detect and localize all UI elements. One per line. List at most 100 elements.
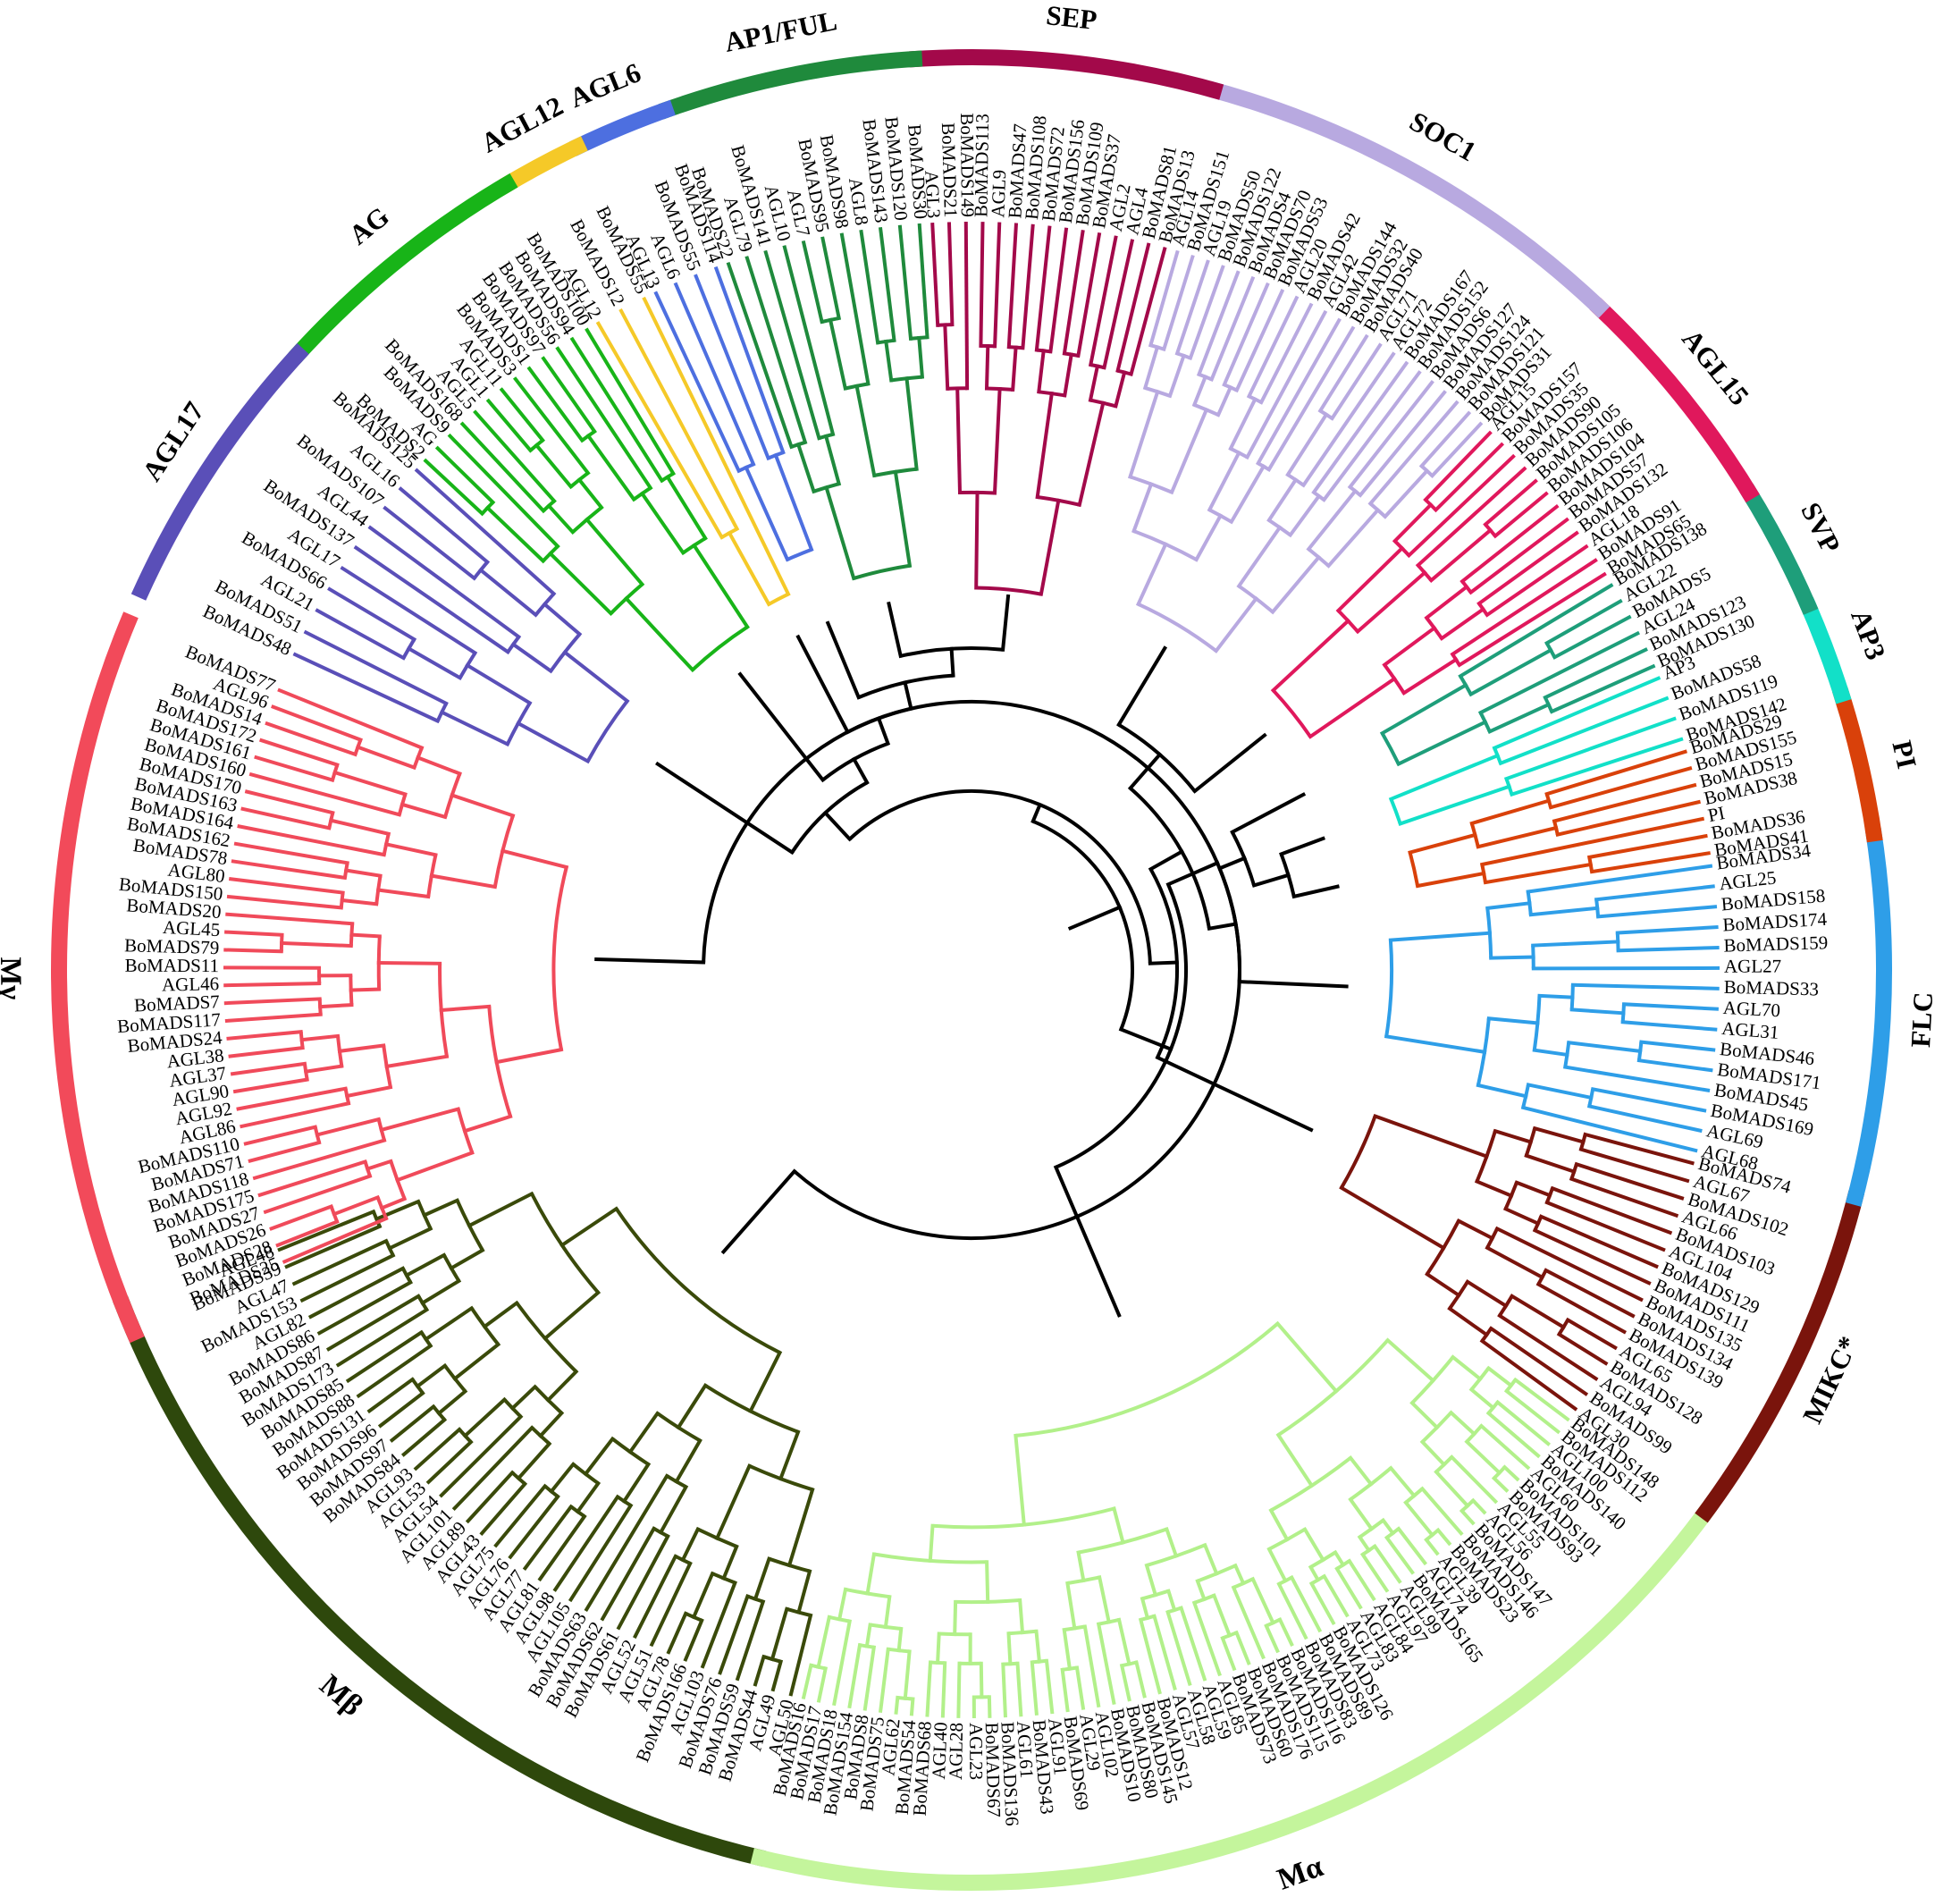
clade-Mb-branch xyxy=(335,1307,430,1368)
clade-SOC1-branch xyxy=(1196,270,1241,377)
clade-MIKC-branch xyxy=(1583,1132,1695,1166)
clade-PI-branch xyxy=(1548,766,1693,810)
clade-Ma-branch xyxy=(1165,1609,1192,1686)
clade-SOC1-branch xyxy=(1329,342,1383,421)
clade-Mg-branch xyxy=(271,704,363,743)
clade-Ma-branch xyxy=(1062,1627,1073,1671)
clade-AG-branch xyxy=(691,543,750,630)
clade-Ma-branch xyxy=(1044,1658,1055,1715)
clade-AG-branch xyxy=(585,327,677,476)
clade-Ma-branch xyxy=(1384,1535,1415,1575)
clade-MIKC-branch xyxy=(1493,1128,1534,1145)
clade-Ma-branch xyxy=(1512,1377,1570,1422)
clade-Mb-branch xyxy=(419,1278,462,1306)
clade-Ma-branch xyxy=(896,1626,904,1653)
backbone-branch xyxy=(737,671,826,783)
clade-AGL15-branch xyxy=(1382,625,1437,668)
clade-Ma-branch xyxy=(1450,1354,1483,1382)
backbone-branch xyxy=(720,1168,797,1255)
clade-AGL17-branch xyxy=(315,608,407,661)
clade-Mg-branch xyxy=(228,876,345,895)
clade-AP3-branch xyxy=(1509,737,1684,797)
clade-SOC1-branch xyxy=(1367,400,1459,507)
clade-Ma-branch xyxy=(1502,1464,1520,1482)
group-label-SOC1: SOC1 xyxy=(1404,105,1481,167)
clade-Ma-branch xyxy=(979,1661,984,1699)
clade-MIKC-node-arc xyxy=(1340,1115,1377,1189)
clade-SEP-branch xyxy=(1113,370,1127,409)
group-ring-AGL17 xyxy=(130,342,309,601)
clade-Mg-branch xyxy=(233,841,349,865)
clade-Mg-branch xyxy=(340,898,379,906)
clade-AP1_FUL-branch xyxy=(897,224,913,341)
clade-Ma-branch xyxy=(1015,1661,1023,1717)
clade-SEP-branch xyxy=(946,222,955,327)
clade-SVP-branch xyxy=(1549,663,1656,714)
clade-Mb-branch xyxy=(404,1252,447,1278)
clade-AG-branch xyxy=(512,376,591,476)
clade-SOC1-branch xyxy=(1347,379,1434,490)
clade-FLC-branch xyxy=(1526,864,1713,894)
clade-SEP-branch xyxy=(1037,349,1046,394)
clade-Ma-branch xyxy=(1006,1631,1013,1666)
clade-FLC-branch xyxy=(1563,1065,1711,1092)
clade-FLC-branch xyxy=(1489,955,1535,960)
clade-Ma-branch xyxy=(1202,1542,1219,1576)
clade-Mg-branch xyxy=(228,1045,305,1058)
clade-Mb-branch xyxy=(753,1654,766,1687)
clade-Ma-branch xyxy=(1076,1550,1086,1583)
clade-Mg-branch xyxy=(223,948,283,954)
group-ring-Ma xyxy=(750,1503,1716,1891)
clade-AGL15-branch xyxy=(1439,606,1486,641)
clade-PI-branch xyxy=(1479,816,1705,867)
clade-Mg-branch xyxy=(257,1159,368,1198)
clade-Mg-branch xyxy=(224,1012,323,1024)
clade-SOC1-branch xyxy=(1311,360,1409,495)
clade-AGL6-branch xyxy=(744,465,790,562)
clade-Mb-branch xyxy=(422,1198,460,1218)
clade-AP1_FUL-branch xyxy=(893,469,913,569)
leaf-label: BoMADS7 xyxy=(134,991,221,1016)
clade-Ma-branch xyxy=(883,1594,892,1630)
clade-Mb-branch xyxy=(676,1383,708,1430)
clade-Mg-branch xyxy=(230,1061,307,1076)
clade-SEP-branch xyxy=(1039,498,1061,596)
clade-Mg-branch xyxy=(332,1194,381,1217)
backbone-branch xyxy=(1207,922,1238,932)
clade-Ma-branch xyxy=(1494,1399,1552,1446)
clade-AG-branch xyxy=(485,398,534,453)
clade-FLC-branch xyxy=(1531,940,1620,948)
clade-Ma-branch xyxy=(1034,1629,1042,1664)
clade-AGL15-branch xyxy=(1415,466,1527,569)
clade-Mg-branch xyxy=(332,770,408,797)
clade-FLC-branch xyxy=(1615,924,1719,935)
clade-Ma-branch xyxy=(1384,1337,1436,1384)
clade-Ma-branch xyxy=(1485,1410,1541,1459)
clade-Mb-branch xyxy=(493,1483,548,1548)
clade-MIKC-branch xyxy=(1447,1306,1490,1337)
clade-Mg-branch xyxy=(349,932,382,939)
clade-AP3-branch xyxy=(1503,716,1677,781)
clade-AGL17-branch xyxy=(398,486,491,565)
clade-Mb-branch xyxy=(735,1599,766,1682)
clade-Mb-branch xyxy=(583,1436,616,1477)
clade-AGL12-branch xyxy=(618,308,740,532)
clade-SEP-branch xyxy=(963,221,970,391)
clade-Ma-branch xyxy=(1266,1547,1288,1583)
clade-Ma-branch xyxy=(862,1645,877,1711)
group-label-SVP: SVP xyxy=(1795,497,1846,558)
clade-Mg-branch xyxy=(355,745,417,771)
clade-AGL17-branch xyxy=(414,468,557,597)
leaf-label: BoMADS113 xyxy=(970,114,993,217)
backbone-branch xyxy=(1116,645,1168,728)
clade-Mb-branch xyxy=(345,1329,425,1384)
clade-Ma-branch xyxy=(1388,1465,1417,1498)
clade-AP1_FUL-node-arc xyxy=(853,563,911,580)
clade-AG-node-arc xyxy=(691,625,749,671)
clade-AG-branch xyxy=(459,421,546,514)
clade-SVP-branch xyxy=(1552,614,1632,660)
clade-Ma-branch xyxy=(1211,1593,1232,1638)
clade-Mb-branch xyxy=(545,1369,579,1404)
clade-AG-branch xyxy=(584,517,645,587)
